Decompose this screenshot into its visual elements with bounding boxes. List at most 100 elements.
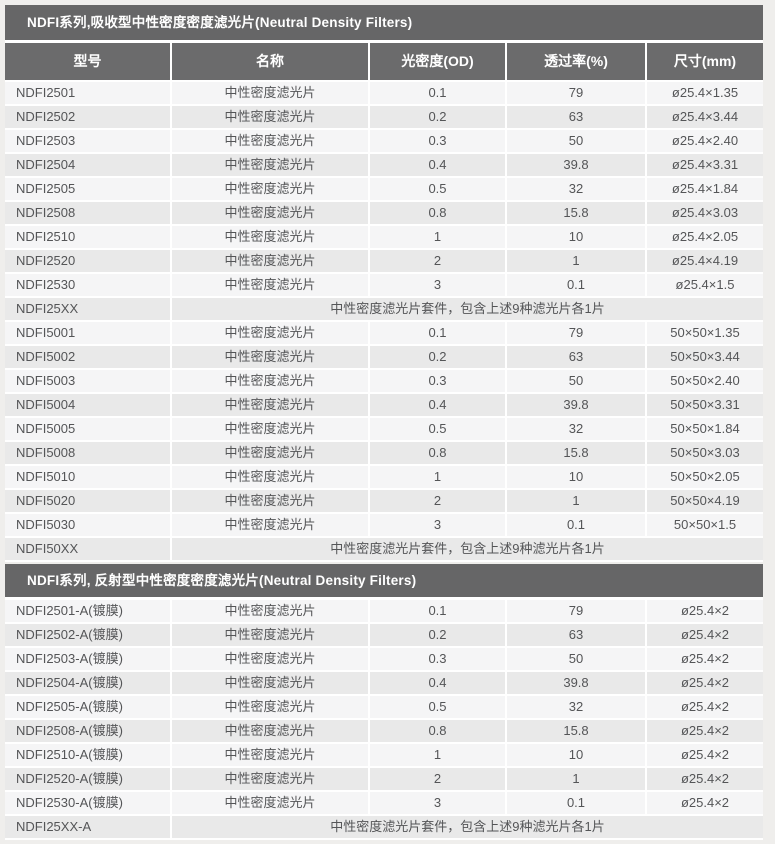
transmission-cell: 79: [507, 82, 645, 104]
size-cell: ø25.4×1.5: [647, 274, 763, 296]
name-cell: 中性密度滤光片: [172, 370, 368, 392]
size-cell: ø25.4×1.35: [647, 82, 763, 104]
name-cell: 中性密度滤光片: [172, 696, 368, 718]
table-row: NDFI2520 中性密度滤光片 2 1 ø25.4×4.19: [5, 250, 763, 274]
table-row: NDFI2504-A(镀膜) 中性密度滤光片 0.4 39.8 ø25.4×2: [5, 672, 763, 696]
kit-row: NDFI50XX 中性密度滤光片套件，包含上述9种滤光片各1片: [5, 538, 763, 562]
model-cell: NDFI5002: [5, 346, 170, 368]
od-cell: 0.4: [370, 394, 505, 416]
model-cell: NDFI2502-A(镀膜): [5, 624, 170, 646]
od-cell: 0.4: [370, 154, 505, 176]
size-cell: ø25.4×3.03: [647, 202, 763, 224]
transmission-cell: 1: [507, 490, 645, 512]
column-header-size: 尺寸(mm): [647, 43, 763, 80]
table-row: NDFI2508 中性密度滤光片 0.8 15.8 ø25.4×3.03: [5, 202, 763, 226]
model-cell: NDFI25XX-A: [5, 816, 170, 838]
size-cell: 50×50×3.03: [647, 442, 763, 464]
model-cell: NDFI5030: [5, 514, 170, 536]
transmission-cell: 15.8: [507, 720, 645, 742]
od-cell: 2: [370, 250, 505, 272]
kit-row: NDFI25XX-A 中性密度滤光片套件，包含上述9种滤光片各1片: [5, 816, 763, 840]
size-cell: ø25.4×2: [647, 648, 763, 670]
table-row: NDFI2520-A(镀膜) 中性密度滤光片 2 1 ø25.4×2: [5, 768, 763, 792]
column-header-name: 名称: [172, 43, 368, 80]
transmission-cell: 39.8: [507, 672, 645, 694]
model-cell: NDFI2503-A(镀膜): [5, 648, 170, 670]
model-cell: NDFI2504: [5, 154, 170, 176]
name-cell: 中性密度滤光片: [172, 322, 368, 344]
table-row: NDFI2503-A(镀膜) 中性密度滤光片 0.3 50 ø25.4×2: [5, 648, 763, 672]
model-cell: NDFI5001: [5, 322, 170, 344]
size-cell: ø25.4×2.40: [647, 130, 763, 152]
od-cell: 1: [370, 744, 505, 766]
name-cell: 中性密度滤光片: [172, 202, 368, 224]
size-cell: ø25.4×3.44: [647, 106, 763, 128]
kit-note-cell: 中性密度滤光片套件，包含上述9种滤光片各1片: [172, 298, 763, 320]
column-header-row: 型号 名称 光密度(OD) 透过率(%) 尺寸(mm): [5, 43, 763, 82]
name-cell: 中性密度滤光片: [172, 346, 368, 368]
column-header-od: 光密度(OD): [370, 43, 505, 80]
model-cell: NDFI2520-A(镀膜): [5, 768, 170, 790]
model-cell: NDFI2508: [5, 202, 170, 224]
transmission-cell: 10: [507, 226, 645, 248]
transmission-cell: 39.8: [507, 394, 645, 416]
size-cell: ø25.4×2: [647, 624, 763, 646]
column-header-model: 型号: [5, 43, 170, 80]
model-cell: NDFI2501: [5, 82, 170, 104]
model-cell: NDFI2505-A(镀膜): [5, 696, 170, 718]
kit-note-cell: 中性密度滤光片套件，包含上述9种滤光片各1片: [172, 538, 763, 560]
transmission-cell: 1: [507, 768, 645, 790]
table-row: NDFI5008 中性密度滤光片 0.8 15.8 50×50×3.03: [5, 442, 763, 466]
size-cell: ø25.4×4.19: [647, 250, 763, 272]
table-row: NDFI5005 中性密度滤光片 0.5 32 50×50×1.84: [5, 418, 763, 442]
od-cell: 2: [370, 490, 505, 512]
transmission-cell: 0.1: [507, 514, 645, 536]
transmission-cell: 79: [507, 600, 645, 622]
size-cell: 50×50×1.84: [647, 418, 763, 440]
size-cell: ø25.4×2: [647, 600, 763, 622]
model-cell: NDFI2503: [5, 130, 170, 152]
model-cell: NDFI2510: [5, 226, 170, 248]
size-cell: 50×50×3.44: [647, 346, 763, 368]
table-row: NDFI2508-A(镀膜) 中性密度滤光片 0.8 15.8 ø25.4×2: [5, 720, 763, 744]
od-cell: 0.1: [370, 600, 505, 622]
od-cell: 2: [370, 768, 505, 790]
transmission-cell: 50: [507, 370, 645, 392]
table-row: NDFI5004 中性密度滤光片 0.4 39.8 50×50×3.31: [5, 394, 763, 418]
size-cell: 50×50×1.5: [647, 514, 763, 536]
transmission-cell: 39.8: [507, 154, 645, 176]
name-cell: 中性密度滤光片: [172, 106, 368, 128]
model-cell: NDFI2530-A(镀膜): [5, 792, 170, 814]
nd-filter-catalog-table: NDFI系列,吸收型中性密度密度滤光片(Neutral Density Filt…: [5, 5, 763, 840]
model-cell: NDFI2504-A(镀膜): [5, 672, 170, 694]
model-cell: NDFI5005: [5, 418, 170, 440]
table-row: NDFI2502-A(镀膜) 中性密度滤光片 0.2 63 ø25.4×2: [5, 624, 763, 648]
size-cell: ø25.4×2: [647, 792, 763, 814]
model-cell: NDFI2508-A(镀膜): [5, 720, 170, 742]
kit-row: NDFI25XX 中性密度滤光片套件，包含上述9种滤光片各1片: [5, 298, 763, 322]
name-cell: 中性密度滤光片: [172, 250, 368, 272]
name-cell: 中性密度滤光片: [172, 442, 368, 464]
model-cell: NDFI2510-A(镀膜): [5, 744, 170, 766]
od-cell: 1: [370, 466, 505, 488]
name-cell: 中性密度滤光片: [172, 82, 368, 104]
transmission-cell: 15.8: [507, 202, 645, 224]
size-cell: ø25.4×2: [647, 744, 763, 766]
od-cell: 0.2: [370, 624, 505, 646]
od-cell: 0.1: [370, 82, 505, 104]
size-cell: 50×50×2.40: [647, 370, 763, 392]
name-cell: 中性密度滤光片: [172, 466, 368, 488]
table-row: NDFI2501-A(镀膜) 中性密度滤光片 0.1 79 ø25.4×2: [5, 600, 763, 624]
od-cell: 3: [370, 274, 505, 296]
transmission-cell: 10: [507, 466, 645, 488]
section-reflective: NDFI系列, 反射型中性密度密度滤光片(Neutral Density Fil…: [5, 564, 763, 840]
name-cell: 中性密度滤光片: [172, 792, 368, 814]
od-cell: 0.3: [370, 648, 505, 670]
model-cell: NDFI5008: [5, 442, 170, 464]
name-cell: 中性密度滤光片: [172, 720, 368, 742]
section-title-reflective: NDFI系列, 反射型中性密度密度滤光片(Neutral Density Fil…: [5, 564, 763, 600]
table-row: NDFI2505-A(镀膜) 中性密度滤光片 0.5 32 ø25.4×2: [5, 696, 763, 720]
name-cell: 中性密度滤光片: [172, 514, 368, 536]
od-cell: 0.5: [370, 418, 505, 440]
od-cell: 0.8: [370, 442, 505, 464]
